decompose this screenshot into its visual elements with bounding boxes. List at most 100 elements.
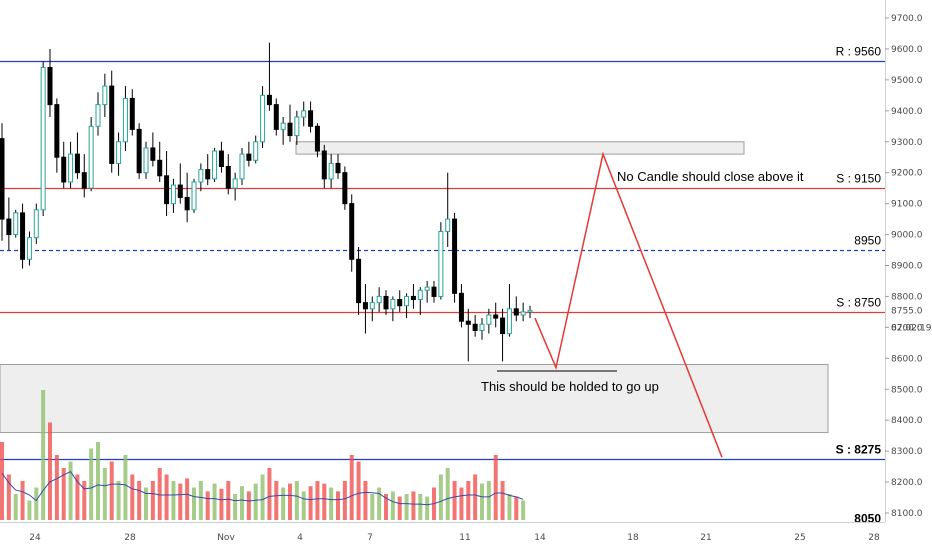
volume-bar-1 [6,474,11,520]
candle-body-20 [136,128,142,174]
y-tick-label-5: 9200.0 [891,169,923,179]
candle-body-63 [431,286,437,297]
volume-bar-25 [171,481,176,520]
volume-bar-44 [301,491,306,520]
candle-body-42 [287,122,293,137]
volume-bar-38 [260,474,265,520]
volume-bar-9 [61,468,66,520]
candle-body-6 [40,67,46,211]
candle-body-15 [102,85,108,106]
upper-resistance-zone [295,141,745,155]
candle-body-12 [81,172,87,189]
levels-layer: R : 9560 S : 9150 8950 S : 8750 S : 8275 8050 [0,45,885,526]
volume-bar-15 [102,468,107,520]
y-tick-label-4: 9300.0 [891,138,923,148]
volume-bar-7 [48,422,52,520]
x-tick-label-6: 14 [534,533,546,543]
volume-bar-60 [411,491,416,520]
candle-body-4 [26,237,32,260]
volume-bar-46 [315,481,320,520]
candle-body-39 [266,94,272,106]
y-tick-label-8: 8900.0 [891,262,923,272]
y-axis: 9700.0 9600.0 9500.0 9400.0 9300.0 9200.0 9100… [885,0,932,522]
x-tick-label-5: 11 [459,533,470,543]
candle-body-3 [20,212,26,260]
candle-body-25 [170,184,176,205]
candle-body-24 [164,175,170,205]
volume-bar-62 [425,496,430,520]
y-tick-label-11: 8600.0 [891,354,923,364]
volume-bar-75 [514,496,519,520]
candle-body-61 [417,289,423,301]
volume-bar-28 [192,487,196,520]
volume-bar-6 [41,390,46,520]
y-tick-label-14: 8300.0 [891,447,923,457]
volume-bar-11 [75,474,80,520]
candle-body-48 [328,162,334,180]
volume-bar-69 [473,474,478,520]
candle-body-77 [527,309,533,313]
volume-bar-14 [96,442,100,520]
volume-bar-32 [219,488,224,520]
level-label-1: S : 9150 [836,172,881,186]
candle-body-35 [239,153,245,180]
candle-body-22 [150,147,156,161]
volume-bar-53 [363,481,368,520]
volume-bar-36 [246,491,251,520]
volume-bar-35 [240,486,244,520]
candle-body-65 [445,218,451,232]
volume-bar-19 [130,474,135,520]
candle-body-47 [321,150,327,180]
volume-bar-31 [212,483,217,520]
y-tick-label-2: 9500.0 [891,76,923,86]
volume-bar-64 [438,474,443,520]
annotation-resistance: No Candle should close above it [617,169,804,184]
volume-bar-55 [377,487,382,520]
x-tick-label-0: 24 [29,533,41,543]
candle-body-75 [513,308,519,316]
volume-bar-71 [486,481,491,520]
volume-bar-5 [34,487,39,520]
y-tick-label-9: 8800.0 [891,292,923,302]
candle-body-64 [438,230,444,297]
candle-body-14 [95,104,101,127]
x-tick-label-4: 7 [367,533,373,543]
x-tick-label-10: 28 [868,533,880,543]
volume-bar-21 [144,487,148,520]
lower-support-zone [0,364,829,434]
volume-bar-68 [466,481,471,520]
volume-bar-29 [198,481,203,520]
volume-bar-58 [397,496,402,520]
x-tick-label-1: 28 [124,533,136,543]
volume-bar-40 [274,481,279,520]
candle-body-46 [314,125,320,152]
volume-bar-73 [500,481,505,520]
candle-body-67 [458,292,464,322]
volume-bar-49 [336,491,340,520]
y-tick-label-6: 9100.0 [891,200,923,210]
candle-body-40 [273,104,279,130]
volume-bar-43 [294,481,299,520]
candle-body-2 [13,212,19,236]
candle-body-34 [232,178,238,189]
candle-body-68 [465,320,471,325]
volume-bar-24 [164,474,169,520]
volume-bar-22 [150,481,155,520]
current-price-label: 8755.0 [891,306,923,316]
projection-path [534,151,723,458]
level-label-3: S : 8750 [836,296,881,310]
candle-body-76 [520,311,526,316]
candle-body-18 [122,97,128,143]
candle-body-17 [116,141,122,164]
volume-bar-51 [349,455,354,520]
candle-body-62 [424,286,430,291]
y-tick-label-3: 9400.0 [891,107,923,117]
candle-body-70 [479,323,485,331]
x-tick-label-7: 18 [627,533,639,543]
volume-bar-20 [137,481,142,520]
candle-body-53 [362,302,368,310]
x-tick-label-2: Nov [217,533,235,543]
volume-layer [0,390,526,520]
candle-body-9 [61,156,67,183]
candles-layer [0,42,533,362]
